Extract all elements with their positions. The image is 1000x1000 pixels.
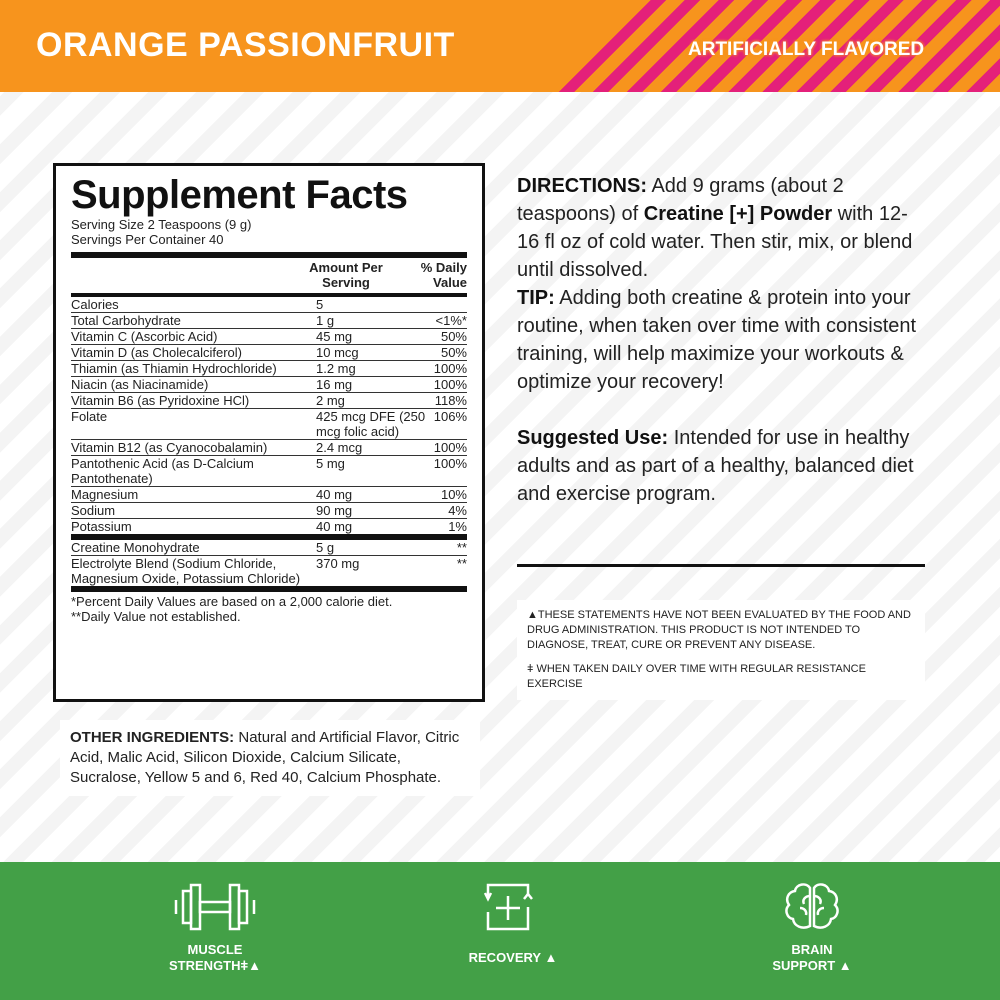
nutrient-name: Pantothenic Acid (as D-Calcium Pantothen…	[71, 456, 254, 486]
column-headers: Amount Per Serving % Daily Value	[71, 258, 467, 293]
flavor-name: ORANGE PASSIONFRUIT	[36, 26, 455, 64]
directions-text: DIRECTIONS: Add 9 grams (about 2 teaspoo…	[517, 175, 913, 281]
nutrient-daily-value	[426, 297, 467, 312]
nutrient-name: Potassium	[71, 519, 132, 534]
nutrient-amount: 2 mg	[316, 393, 345, 408]
nutrient-amount: 16 mg	[316, 377, 353, 392]
nutrient-daily-value: 50%	[440, 345, 467, 360]
nutrient-name: Thiamin (as Thiamin Hydrochloride)	[71, 361, 277, 376]
nutrient-daily-value: 4%	[448, 503, 467, 518]
nutrient-row: Pantothenic Acid (as D-Calcium Pantothen…	[71, 456, 467, 487]
nutrient-daily-value: **	[456, 540, 467, 555]
servings-per-container: Servings Per Container 40	[71, 232, 224, 247]
nutrient-name: Vitamin C (Ascorbic Acid)	[71, 329, 218, 344]
serving-size: Serving Size 2 Teaspoons (9 g)	[71, 217, 252, 232]
nutrient-daily-value: 10%	[440, 487, 467, 502]
brain-icon	[785, 883, 839, 929]
nutrient-daily-value: **	[456, 556, 467, 571]
nutrient-daily-value: <1%*	[435, 313, 467, 328]
nutrient-amount: 40 mg	[316, 487, 353, 502]
feature-brain-support: BRAIN SUPPORT ▲	[732, 882, 892, 974]
feature-muscle-strength: MUSCLE STRENGTHǂ▲	[135, 882, 295, 974]
nutrient-daily-value: 118%	[434, 393, 467, 408]
daily-value-header: % Daily Value	[420, 260, 467, 290]
footnote-not-established: **Daily Value not established.	[71, 609, 241, 624]
nutrient-amount: 370 mg	[316, 556, 360, 571]
divider-thick	[71, 293, 467, 297]
nutrient-amount: 40 mg	[316, 519, 353, 534]
nutrient-amount: 2.4 mcg	[316, 440, 363, 455]
nutrient-row: Thiamin (as Thiamin Hydrochloride) 1.2 mg…	[71, 361, 467, 377]
nutrient-name: Electrolyte Blend (Sodium Chloride, Magn…	[71, 556, 301, 586]
nutrient-amount: 45 mg	[316, 329, 353, 344]
feature-label: BRAIN SUPPORT ▲	[772, 942, 852, 973]
suggested-use-text: Suggested Use: Intended for use in healt…	[517, 427, 914, 505]
divider-thick	[71, 534, 467, 540]
other-ingredients: OTHER INGREDIENTS: Natural and Artificia…	[60, 720, 480, 796]
nutrient-daily-value: 106%	[433, 409, 467, 424]
nutrient-amount: 5 mg	[316, 456, 345, 471]
nutrient-amount: 5 g	[316, 540, 335, 555]
feature-label: RECOVERY ▲	[468, 950, 558, 965]
nutrient-amount: 5	[316, 297, 324, 312]
divider-thick	[71, 586, 467, 592]
header-banner: ORANGE PASSIONFRUIT ARTIFICIALLY FLAVORE…	[0, 0, 1000, 92]
nutrient-row: Vitamin D (as Cholecalciferol) 10 mcg 50%	[71, 345, 467, 361]
fda-disclaimer: ▲THESE STATEMENTS HAVE NOT BEEN EVALUATE…	[527, 609, 911, 651]
footnote-daily-values: *Percent Daily Values are based on a 2,0…	[71, 594, 393, 609]
directions-section: DIRECTIONS: Add 9 grams (about 2 teaspoo…	[517, 172, 927, 508]
nutrient-row: Magnesium 40 mg 10%	[71, 487, 467, 503]
nutrient-name: Magnesium	[71, 487, 139, 502]
dumbbell-icon	[174, 883, 256, 931]
feature-label: MUSCLE STRENGTHǂ▲	[169, 942, 261, 973]
nutrient-row: Vitamin B12 (as Cyanocobalamin) 2.4 mcg 10…	[71, 440, 467, 456]
nutrient-row: Calories 5	[71, 297, 467, 313]
amount-header: Amount Per Serving	[309, 260, 383, 290]
nutrient-row: Folate 425 mcg DFE (250 mcg folic acid) 10…	[71, 409, 467, 440]
nutrient-row: Vitamin B6 (as Pyridoxine HCl) 2 mg 118%	[71, 393, 467, 409]
nutrient-daily-value: 100%	[433, 361, 467, 376]
resistance-disclaimer: ǂ WHEN TAKEN DAILY OVER TIME WITH REGULA…	[527, 663, 866, 690]
nutrient-row: Total Carbohydrate 1 g <1%*	[71, 313, 467, 329]
nutrient-name: Vitamin D (as Cholecalciferol)	[71, 345, 242, 360]
nutrient-name: Total Carbohydrate	[71, 313, 181, 328]
nutrient-row: Electrolyte Blend (Sodium Chloride, Magn…	[71, 556, 467, 586]
nutrient-amount: 10 mcg	[316, 345, 359, 360]
nutrient-daily-value: 100%	[433, 440, 467, 455]
nutrient-amount: 1 g	[316, 313, 335, 328]
benefits-footer: MUSCLE STRENGTHǂ▲ RECOVERY ▲ BRAIN SUPPORT…	[0, 862, 1000, 1000]
nutrient-name: Vitamin B12 (as Cyanocobalamin)	[71, 440, 268, 455]
recovery-icon	[483, 883, 533, 931]
nutrient-daily-value: 100%	[433, 377, 467, 392]
facts-title: Supplement Facts	[71, 173, 408, 217]
nutrient-amount: 425 mcg DFE (250 mcg folic acid)	[316, 409, 426, 439]
nutrient-row: Creatine Monohydrate 5 g **	[71, 540, 467, 556]
nutrient-amount: 1.2 mg	[316, 361, 356, 376]
nutrient-name: Creatine Monohydrate	[71, 540, 200, 555]
artificially-flavored-badge: ARTIFICIALLY FLAVORED	[688, 39, 925, 60]
divider-thick	[71, 252, 467, 258]
tip-text: TIP: Adding both creatine & protein into…	[517, 287, 917, 393]
disclaimer-box: ▲THESE STATEMENTS HAVE NOT BEEN EVALUATE…	[517, 600, 925, 700]
nutrient-name: Niacin (as Niacinamide)	[71, 377, 209, 392]
supplement-facts-panel: Supplement Facts Serving Size 2 Teaspoon…	[53, 163, 485, 702]
section-divider	[517, 564, 925, 567]
nutrient-daily-value: 50%	[440, 329, 467, 344]
nutrient-row: Vitamin C (Ascorbic Acid) 45 mg 50%	[71, 329, 467, 345]
nutrient-row: Potassium 40 mg 1%	[71, 519, 467, 534]
nutrient-daily-value: 100%	[433, 456, 467, 471]
nutrient-row: Sodium 90 mg 4%	[71, 503, 467, 519]
nutrient-name: Folate	[71, 409, 108, 424]
nutrient-name: Calories	[71, 297, 119, 312]
nutrient-name: Vitamin B6 (as Pyridoxine HCl)	[71, 393, 250, 408]
feature-recovery: RECOVERY ▲	[433, 882, 593, 966]
nutrient-amount: 90 mg	[316, 503, 353, 518]
nutrient-daily-value: 1%	[448, 519, 467, 534]
nutrient-name: Sodium	[71, 503, 116, 518]
nutrient-row: Niacin (as Niacinamide) 16 mg 100%	[71, 377, 467, 393]
